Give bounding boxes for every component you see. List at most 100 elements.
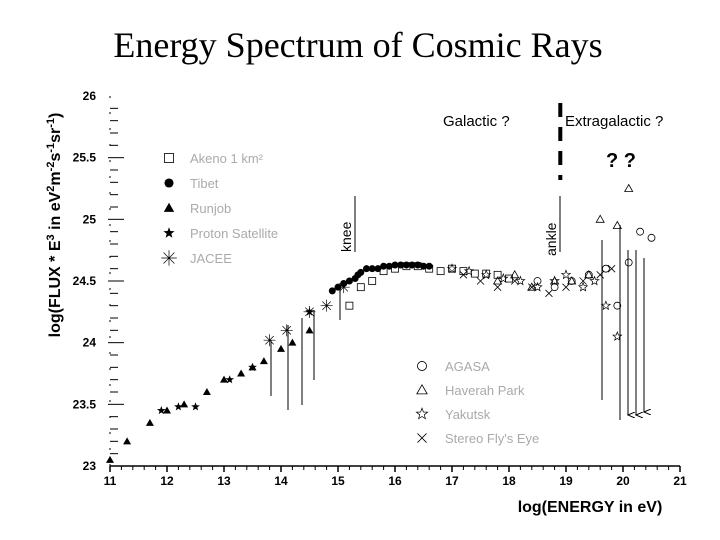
data-point [385,262,393,270]
legend-label: Yakutsk [445,407,491,422]
data-point [337,281,350,294]
data-point [106,455,114,463]
series-proton-satellite [157,307,314,415]
series-agasa [533,227,656,310]
data-point [280,324,293,337]
data-point [334,283,342,291]
data-point [391,264,399,273]
data-point [600,300,612,311]
data-point [402,261,410,269]
chart-title: Energy Spectrum of Cosmic Rays [113,25,602,65]
data-point [515,275,526,286]
legend-marker [163,202,175,212]
y-tick-label: 25.5 [73,151,97,165]
data-point [420,262,427,270]
data-point [237,369,246,377]
data-point [545,289,553,298]
data-point [480,269,492,280]
series-tibet [328,261,433,295]
data-point [613,301,622,310]
data-point [560,269,572,280]
y-axis-label: log(FLUX * E3 in eV2m-2s-1sr-1) [45,113,64,338]
data-point [527,282,537,291]
y-tick-label: 24.5 [73,274,97,288]
question-marks: ? ? [606,150,636,172]
x-tick-label: 14 [274,474,288,488]
data-point [612,220,622,229]
data-point [612,330,623,341]
y-label-part: ) [47,113,64,118]
data-point [607,264,616,273]
knee-label: knee [338,221,354,252]
data-point [602,264,610,273]
data-point [579,277,587,285]
data-point [492,276,503,285]
legend-label: Stereo Fly's Eye [445,431,539,446]
legend-label: Haverah Park [445,383,525,398]
data-point [157,406,166,415]
data-point [459,267,468,276]
data-point [305,326,314,334]
data-point [277,344,285,352]
y-label-part: sr [47,128,64,143]
x-tick-label: 16 [388,474,402,488]
y-label-part: in eV [47,191,64,234]
data-point [263,334,276,347]
y-label-part: m [47,171,64,185]
data-point [510,270,520,279]
data-point [202,388,211,395]
legend-right: AGASA Haverah Park Yakutsk Stereo Fly's Eye [415,359,539,446]
data-point [408,261,416,269]
data-point [498,272,509,284]
x-tick-label: 15 [331,474,345,488]
data-point [577,281,589,292]
x-tick-label: 20 [616,474,630,488]
series-stereo-fly-s-eye [459,264,616,298]
y-left-dashes [108,107,124,455]
data-point [533,277,542,285]
data-point [446,263,458,274]
y-label-sup: -1 [45,118,57,128]
legend-marker [417,361,427,371]
y-tick-label: 23 [83,459,97,473]
legend-marker [163,227,175,238]
data-point [123,437,132,445]
data-point [402,262,411,271]
data-point [584,270,593,279]
series-runjob [106,326,314,463]
data-point [413,262,422,271]
data-point [357,268,365,276]
data-point [414,261,422,269]
legend-marker [164,178,174,188]
data-point [368,277,377,285]
axis-ticks: 11 12 13 14 15 16 17 18 19 20 21 23 23.5 24 24.5 25 25.5… [73,89,687,488]
data-point [340,279,348,287]
y-label-sup: 3 [45,234,57,240]
ankle-label: ankle [543,222,559,256]
data-point [379,267,388,276]
galactic-label: Galactic ? [443,113,510,130]
data-point [562,283,570,291]
data-points [106,183,656,463]
data-point [368,265,376,273]
data-point [459,271,468,279]
legend-label: Tibet [190,176,219,191]
data-point [303,305,316,318]
data-point [528,283,536,291]
x-tick-label: 11 [104,474,117,488]
data-point [470,269,479,278]
data-point [191,402,200,411]
x-tick-label: 12 [160,474,174,488]
data-point [397,261,405,269]
data-point [320,299,333,312]
data-point [425,264,434,273]
legend-marker [415,407,429,420]
data-point [259,357,268,365]
data-point [647,233,656,242]
data-point [493,270,502,279]
data-point [248,362,257,371]
legend-marker [417,433,427,443]
data-point [624,183,634,192]
data-point [220,375,228,383]
